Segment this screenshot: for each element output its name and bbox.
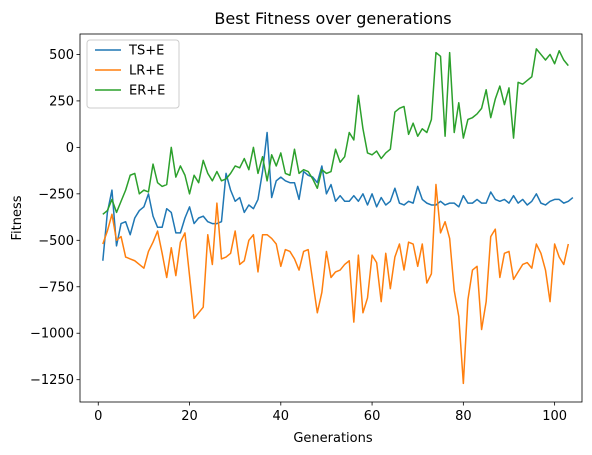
plot-area (79, 33, 583, 403)
chart-title: Best Fitness over generations (214, 9, 451, 28)
series-line-lr-e (102, 183, 570, 385)
series-line-ts-e (102, 131, 574, 261)
y-axis-ticks: 500 250 0 −250 −500 −750 −1000 −1250 (30, 48, 80, 388)
y-tick-label: 0 (66, 141, 74, 156)
legend: TS+E LR+E ER+E (86, 39, 180, 109)
x-tick-label: 100 (542, 409, 567, 424)
legend-label: LR+E (129, 64, 164, 79)
y-tick-label: −250 (38, 187, 74, 202)
legend-box (86, 39, 180, 109)
x-tick-label: 40 (273, 409, 290, 424)
x-tick-label: 60 (364, 409, 381, 424)
plot-frame (79, 33, 583, 403)
x-tick-label: 0 (94, 409, 102, 424)
y-tick-label: −500 (38, 234, 74, 249)
y-axis-label: Fitness (10, 195, 25, 240)
legend-label: TS+E (128, 44, 164, 59)
x-tick-label: 80 (455, 409, 472, 424)
series-line-er-e (102, 48, 569, 215)
y-tick-label: 500 (49, 48, 74, 63)
y-tick-label: −1250 (30, 373, 74, 388)
series-group (102, 48, 574, 385)
y-tick-label: −1000 (30, 327, 74, 342)
x-axis-label: Generations (293, 431, 373, 446)
legend-label: ER+E (129, 84, 165, 99)
x-axis-ticks: 0 20 40 60 80 100 (94, 402, 567, 424)
x-tick-label: 20 (181, 409, 198, 424)
y-tick-label: 250 (49, 94, 74, 109)
y-tick-label: −750 (38, 280, 74, 295)
